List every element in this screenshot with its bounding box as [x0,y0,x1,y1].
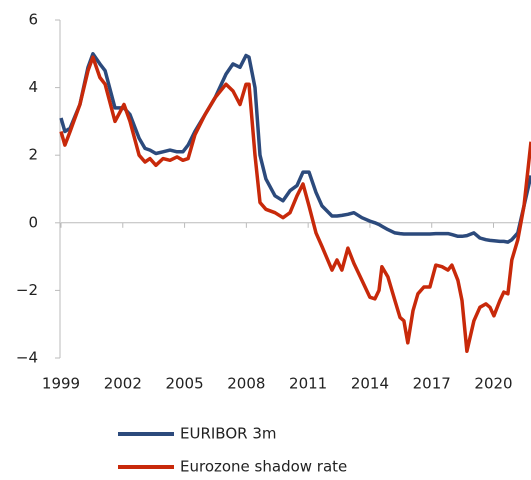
x-tick-label: 1999 [42,375,80,393]
y-tick-label: 0 [28,213,38,231]
y-tick-label: −2 [16,281,38,299]
x-tick-label: 2017 [413,375,451,393]
x-tick-label: 2002 [104,375,142,393]
y-tick-label: 4 [28,78,38,96]
series-line [59,55,531,353]
series-line [59,52,531,244]
legend-label: Eurozone shadow rate [180,458,347,476]
y-tick-label: −4 [16,349,38,367]
y-tick-label: 2 [28,146,38,164]
x-tick-label: 2005 [165,375,203,393]
legend-label: EURIBOR 3m [180,425,276,443]
x-tick-label: 2011 [289,375,327,393]
x-tick-label: 2020 [474,375,512,393]
x-tick-label: 2014 [351,375,389,393]
x-tick-label: 2008 [227,375,265,393]
y-tick-label: 6 [28,11,38,29]
